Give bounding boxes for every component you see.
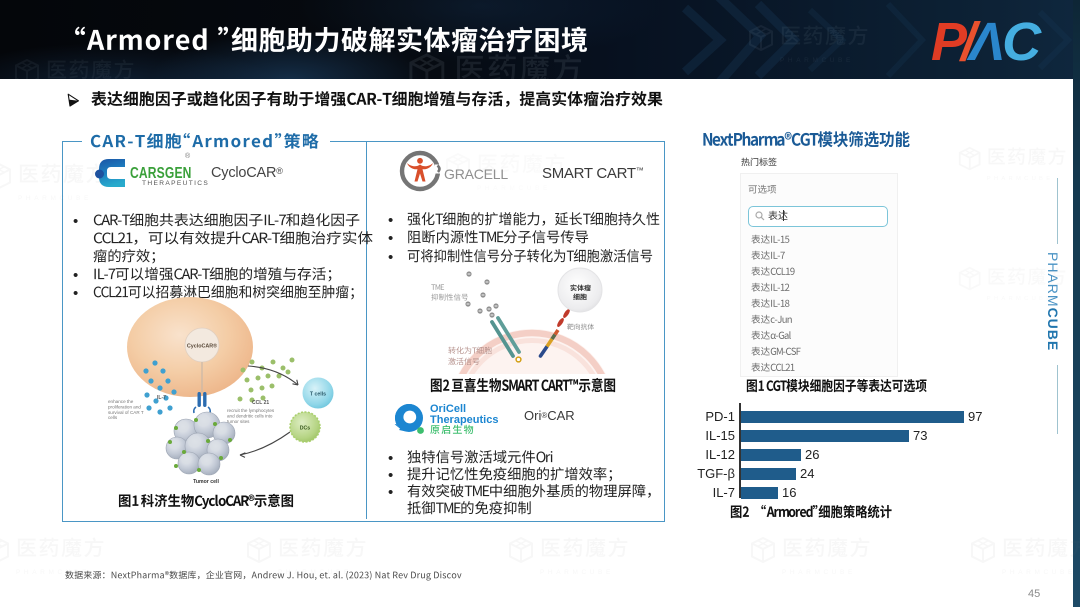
svg-text:enhance the: enhance the (108, 399, 134, 404)
svg-text:recruit the lymphocytes: recruit the lymphocytes (227, 408, 275, 413)
svg-text:tumor sites: tumor sites (227, 419, 250, 424)
svg-text:cells: cells (108, 415, 118, 420)
svg-text:IL-7: IL-7 (157, 395, 166, 401)
svg-text:T cells: T cells (310, 392, 326, 398)
svg-text:proliferation and: proliferation and (108, 404, 141, 409)
svg-text:and dendritic cells into: and dendritic cells into (227, 413, 273, 418)
svg-text:Tumor cell: Tumor cell (193, 479, 219, 485)
svg-text:survival of CAR T: survival of CAR T (108, 410, 144, 415)
svg-text:DCs: DCs (300, 426, 310, 432)
svg-text:CCL 21: CCL 21 (252, 400, 269, 406)
svg-text:CycloCAR®: CycloCAR® (187, 343, 217, 350)
